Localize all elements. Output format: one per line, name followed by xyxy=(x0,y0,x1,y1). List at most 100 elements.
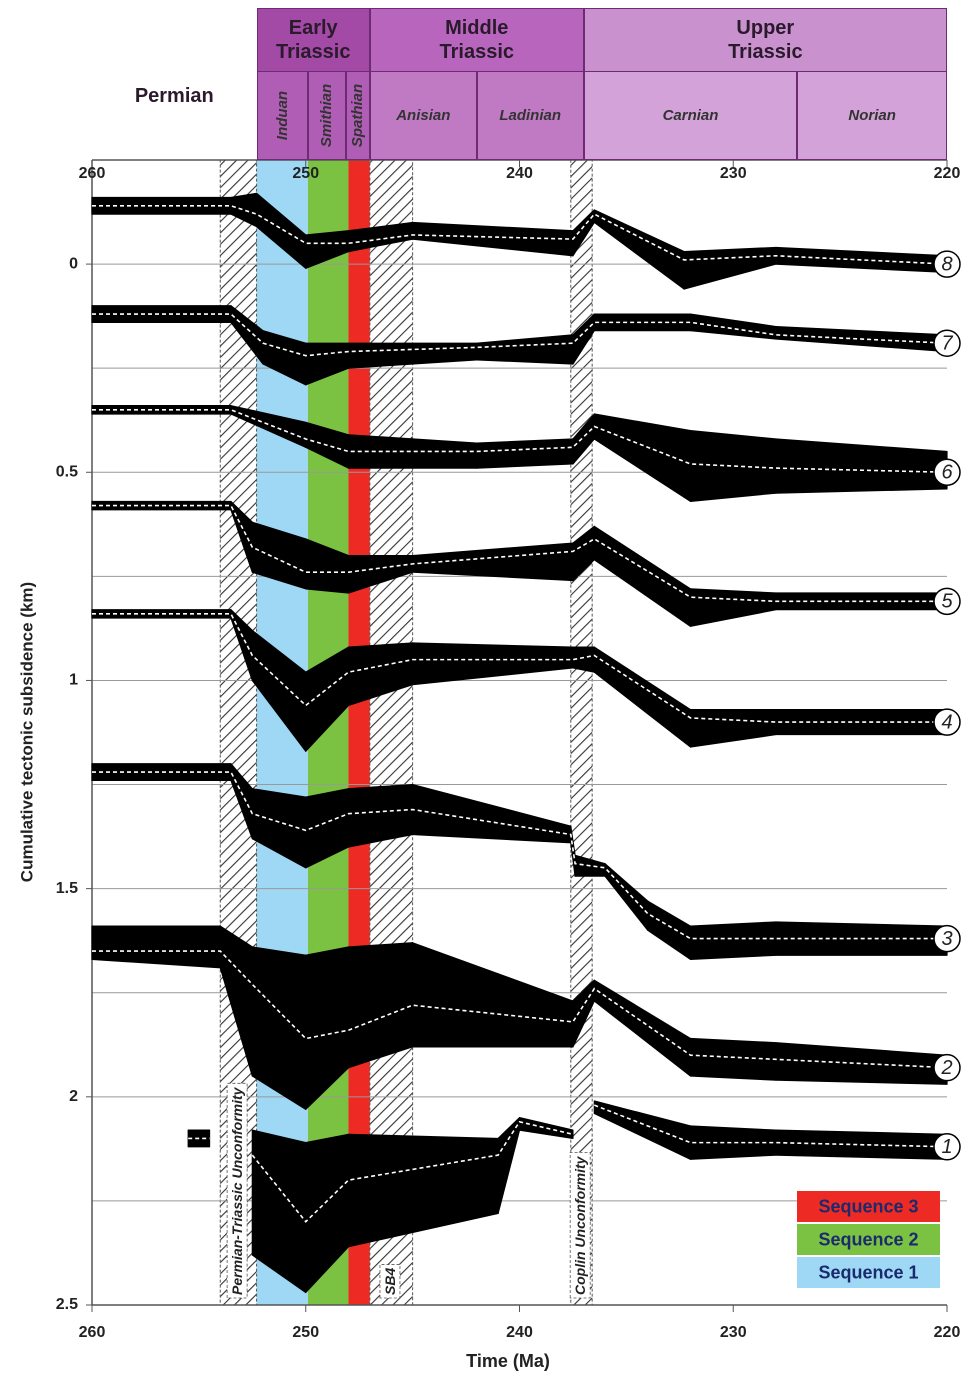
subsidence-envelope xyxy=(689,430,777,503)
x-tick-label: 260 xyxy=(79,1324,106,1341)
subsidence-envelope xyxy=(518,1117,574,1140)
period-label-text: Permian xyxy=(134,85,214,107)
well-label: 7 xyxy=(941,332,953,354)
subsidence-envelope xyxy=(689,921,777,961)
well-label-circle xyxy=(933,1053,961,1082)
unconformity-label-group: SB4 xyxy=(379,1264,401,1299)
period-cell-text: Upper Triassic xyxy=(728,17,803,63)
subsidence-envelope xyxy=(689,1037,777,1081)
x-tick-label-top: 250 xyxy=(292,165,319,182)
well-label: 1 xyxy=(941,1136,952,1158)
y-axis-label: Cumulative tectonic subsidence (km) xyxy=(17,582,36,882)
unconformity-label: Permian-Triassic Unconformity xyxy=(229,1086,245,1295)
subsidence-envelope xyxy=(91,405,232,415)
well-label: 5 xyxy=(941,591,953,613)
legend-swatch xyxy=(797,1224,940,1255)
timescale-header: Permian Early Triassic Middle Triassic Uppe… xyxy=(0,0,970,162)
x-tick-label: 240 xyxy=(506,1324,533,1341)
subsidence-envelope xyxy=(775,246,948,274)
unconformity-label: SB4 xyxy=(382,1268,398,1295)
subsidence-envelope xyxy=(689,313,777,340)
subsidence-envelope xyxy=(476,334,574,365)
legend-label: Sequence 2 xyxy=(818,1229,918,1249)
well-label: 2 xyxy=(940,1057,952,1079)
stage-cell-text: Spathian xyxy=(349,83,367,148)
subsidence-envelope xyxy=(593,646,692,748)
well-label-circle xyxy=(933,250,961,278)
subsidence-envelope xyxy=(689,708,777,748)
subsidence-envelope xyxy=(775,1042,948,1085)
subsidence-curve xyxy=(92,205,948,265)
subsidence-envelope xyxy=(91,609,232,619)
unconformity-label-group: Coplin Unconformity xyxy=(569,1151,591,1299)
well-label-circle xyxy=(933,458,961,487)
period-cell-text: Middle Triassic xyxy=(439,17,515,63)
unconformity-label-bg xyxy=(226,1082,248,1299)
sequence-band xyxy=(348,160,370,1305)
legend-label: Sequence 3 xyxy=(818,1196,918,1216)
unconformity-label-group: Permian-Triassic Unconformity xyxy=(226,1082,248,1299)
subsidence-envelope xyxy=(593,979,692,1077)
well-label: 4 xyxy=(941,711,952,733)
subsidence-envelope xyxy=(91,925,221,969)
subsidence-envelope xyxy=(412,942,574,1048)
period-label: Permian xyxy=(92,70,257,122)
legend-swatch xyxy=(797,1191,940,1222)
well-label: 3 xyxy=(941,928,952,950)
stage-cell-text: Carnian xyxy=(662,107,719,124)
x-axis-label: Time (Ma) xyxy=(466,1351,550,1371)
stage-cell-text: Anisian xyxy=(396,107,451,124)
subsidence-envelope xyxy=(412,783,572,844)
period-cell: Early Triassic xyxy=(256,8,370,72)
subsidence-envelope xyxy=(91,305,232,323)
subsidence-envelope xyxy=(647,900,692,961)
subsidence-curve xyxy=(188,1104,948,1223)
period-cell: Upper Triassic xyxy=(583,8,947,72)
subsidence-envelope xyxy=(91,196,232,215)
unconformity-label-bg xyxy=(569,1151,591,1299)
x-tick-label: 230 xyxy=(720,1324,747,1341)
subsidence-curve xyxy=(92,771,947,940)
subsidence-curve xyxy=(92,613,947,723)
stage-cell-text: Norian xyxy=(848,107,896,124)
well-label-circle xyxy=(933,708,961,736)
well-label-circle xyxy=(933,1133,961,1161)
subsidence-envelope xyxy=(497,1117,521,1215)
stage-cell: Norian xyxy=(797,71,947,160)
stage-cell: Spathian xyxy=(346,71,370,160)
unconformity-label: Coplin Unconformity xyxy=(572,1155,588,1295)
well-label-circle xyxy=(933,587,961,616)
period-cell-text: Early Triassic xyxy=(275,17,351,63)
period-cell: Middle Triassic xyxy=(369,8,584,72)
stage-cell: Ladinian xyxy=(476,71,584,160)
well-label-circle xyxy=(933,924,961,953)
y-tick-label: 1 xyxy=(69,672,78,689)
y-tick-label: 2.5 xyxy=(56,1296,78,1313)
subsidence-envelope xyxy=(412,221,574,257)
well-label-circle xyxy=(933,329,961,357)
unconformity-label-bg xyxy=(379,1264,401,1299)
legend-swatch xyxy=(797,1257,940,1288)
subsidence-envelope xyxy=(683,246,777,290)
subsidence-envelope xyxy=(593,1100,692,1160)
x-tick-label-top: 230 xyxy=(720,165,747,182)
y-tick-label: 2 xyxy=(69,1088,78,1105)
stage-cell: Smithian xyxy=(307,71,347,160)
y-tick-label: 0 xyxy=(69,255,78,272)
subsidence-envelope xyxy=(412,642,574,686)
subsidence-envelope xyxy=(604,863,649,931)
unconformity-zone xyxy=(369,159,414,1306)
subsidence-curve xyxy=(92,504,947,603)
well-label: 8 xyxy=(941,253,952,275)
stage-cell-text: Ladinian xyxy=(499,107,562,124)
well-label: 6 xyxy=(941,462,953,484)
subsidence-envelope xyxy=(91,763,232,781)
subsidence-envelope xyxy=(91,500,232,511)
x-tick-label-top: 240 xyxy=(506,165,533,182)
y-tick-label: 1.5 xyxy=(56,880,78,897)
x-tick-label: 250 xyxy=(292,1324,319,1341)
stage-cell-text: Induan xyxy=(273,90,291,141)
x-tick-label: 220 xyxy=(934,1324,961,1341)
